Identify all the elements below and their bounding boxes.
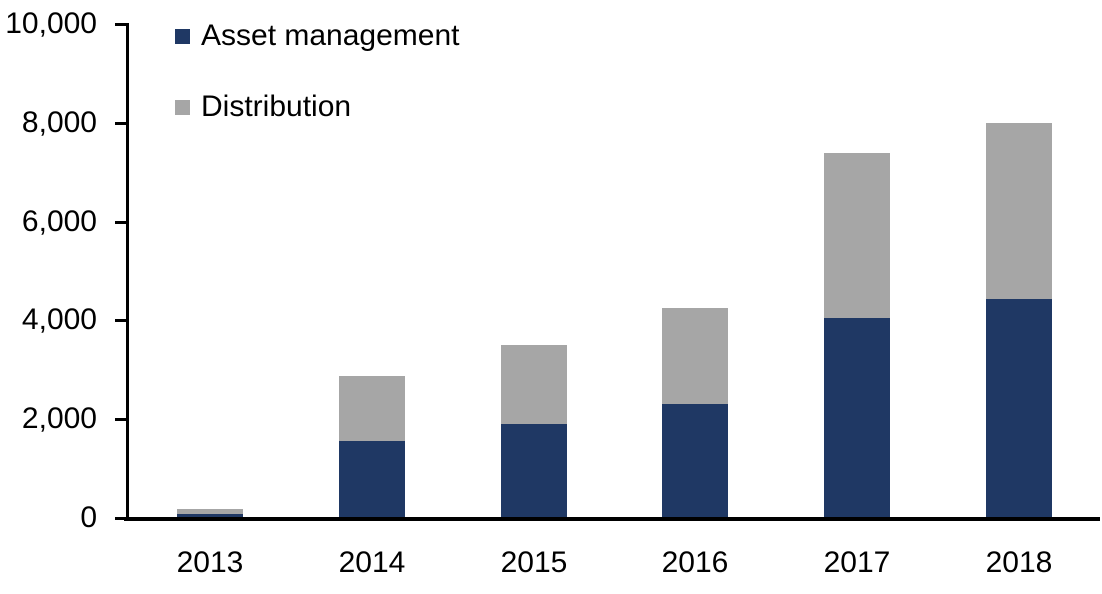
x-category-label: 2018 bbox=[985, 546, 1053, 579]
legend-swatch-asset-management bbox=[175, 28, 190, 44]
x-category-label: 2017 bbox=[823, 546, 891, 579]
y-tick-mark bbox=[115, 221, 128, 224]
bar-segment-asset-management-2014 bbox=[339, 441, 405, 518]
legend-label-asset-management: Asset management bbox=[201, 19, 460, 52]
legend-item-distribution: Distribution bbox=[175, 89, 459, 125]
bar-segment-asset-management-2015 bbox=[501, 424, 567, 518]
legend-item-asset-management: Asset management bbox=[175, 18, 459, 54]
y-tick-label: 8,000 bbox=[21, 106, 97, 139]
y-tick-mark bbox=[115, 319, 128, 322]
y-axis-line bbox=[126, 23, 129, 520]
bar-segment-asset-management-2013 bbox=[177, 514, 243, 518]
bar-2016 bbox=[662, 0, 728, 594]
x-category-label: 2016 bbox=[661, 546, 729, 579]
bar-segment-distribution-2014 bbox=[339, 376, 405, 442]
y-tick-label: 2,000 bbox=[21, 402, 97, 435]
bar-2013 bbox=[177, 0, 243, 594]
bar-segment-distribution-2018 bbox=[986, 123, 1052, 300]
bar-2017 bbox=[824, 0, 890, 594]
y-tick-label: 10,000 bbox=[5, 7, 97, 40]
bar-segment-distribution-2017 bbox=[824, 152, 890, 318]
legend-label-distribution: Distribution bbox=[201, 90, 352, 123]
bar-segment-asset-management-2018 bbox=[986, 299, 1052, 518]
y-tick-mark bbox=[115, 122, 128, 125]
legend-swatch-distribution bbox=[175, 99, 190, 115]
bar-2015 bbox=[501, 0, 567, 594]
bar-segment-asset-management-2017 bbox=[824, 318, 890, 518]
bar-segment-distribution-2016 bbox=[662, 308, 728, 405]
x-category-label: 2014 bbox=[338, 546, 406, 579]
y-tick-label: 4,000 bbox=[21, 303, 97, 336]
y-tick-mark bbox=[115, 517, 128, 520]
x-category-label: 2015 bbox=[500, 546, 568, 579]
bar-segment-asset-management-2016 bbox=[662, 404, 728, 518]
bar-segment-distribution-2015 bbox=[501, 345, 567, 425]
x-axis-line bbox=[124, 517, 1100, 521]
y-tick-label: 6,000 bbox=[21, 205, 97, 238]
x-category-label: 2013 bbox=[176, 546, 244, 579]
y-tick-mark bbox=[115, 418, 128, 421]
y-tick-mark bbox=[115, 23, 128, 26]
bar-segment-distribution-2013 bbox=[177, 509, 243, 515]
bar-2018 bbox=[986, 0, 1052, 594]
y-tick-label: 0 bbox=[80, 501, 97, 534]
chart-legend: Asset management Distribution bbox=[175, 18, 459, 160]
bar-2014 bbox=[339, 0, 405, 594]
